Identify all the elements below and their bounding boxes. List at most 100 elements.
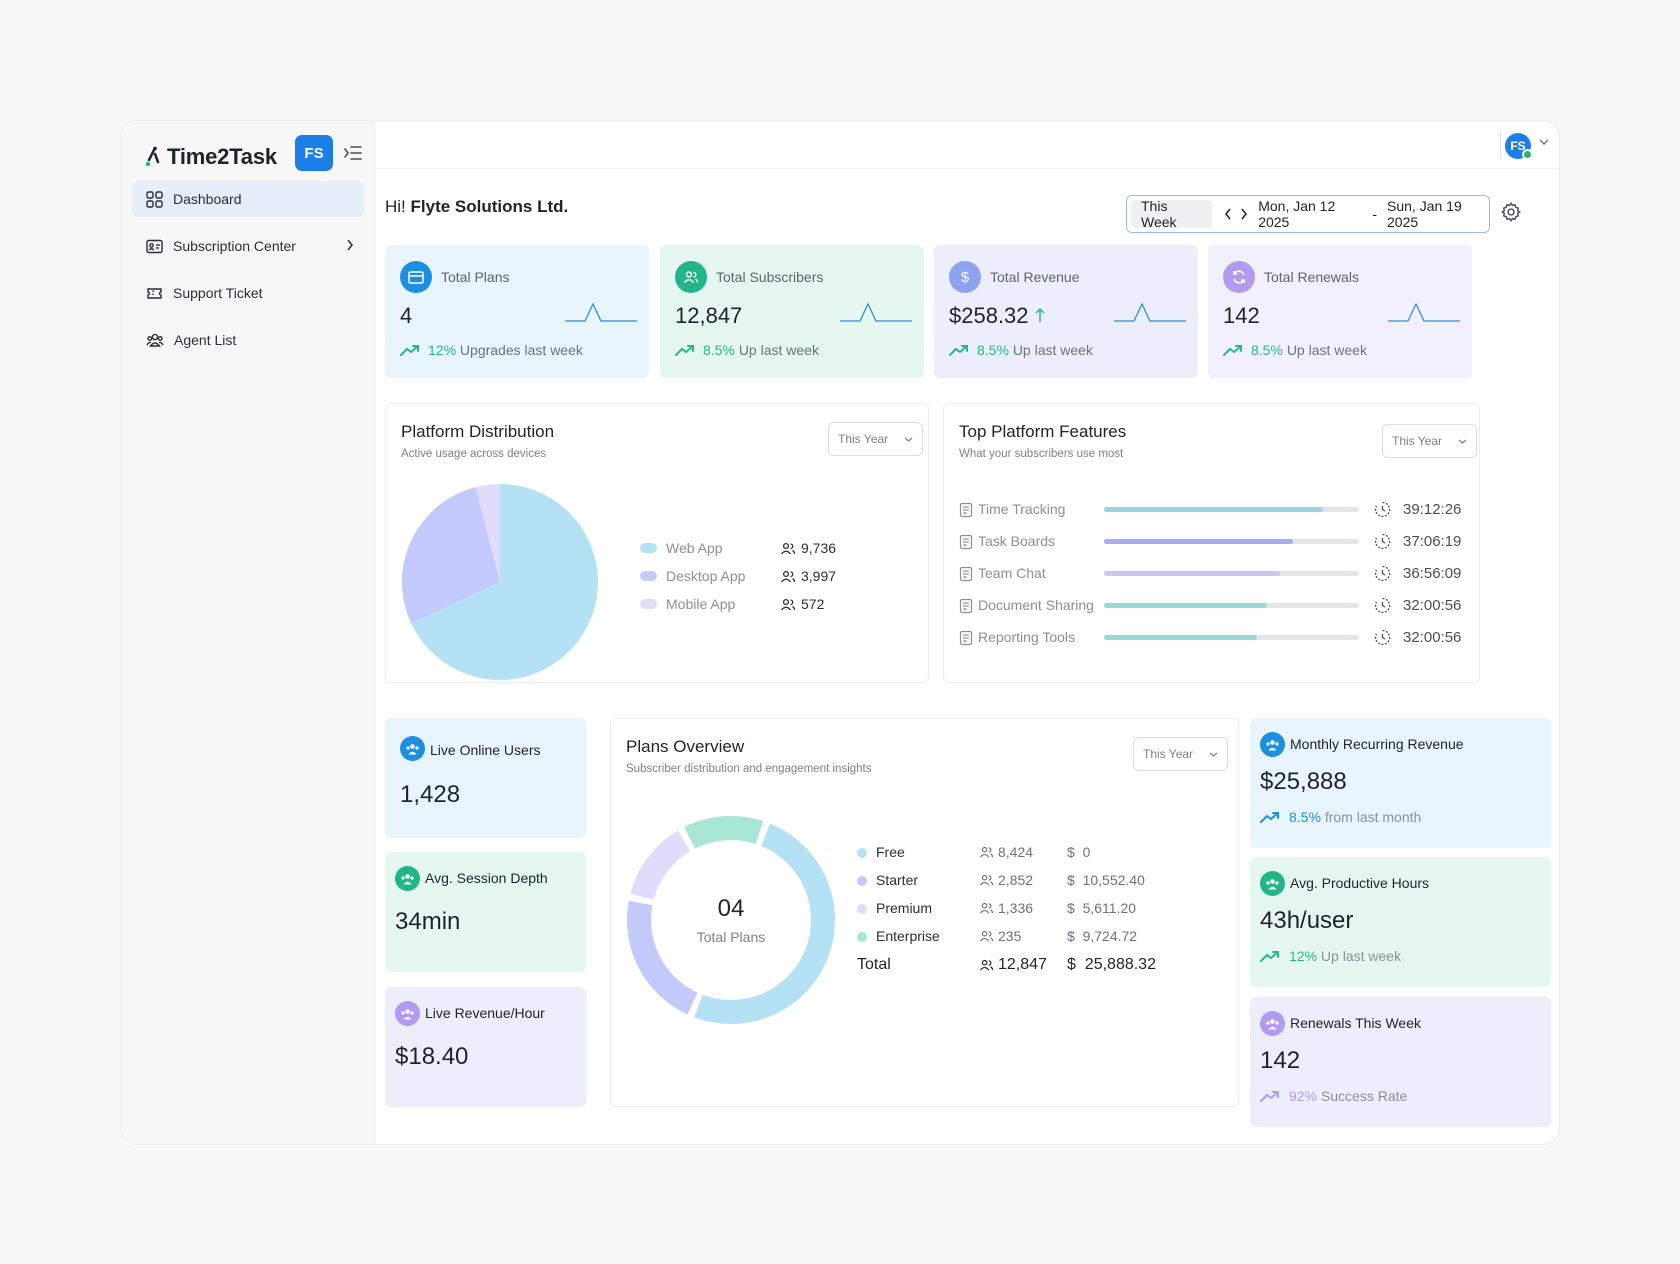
date-range-picker[interactable]: This Week Mon, Jan 12 2025 - Sun, Jan 19… [1126, 195, 1490, 233]
chevron-left-icon[interactable] [1224, 208, 1232, 220]
top-bar: FS [376, 121, 1559, 169]
avatar[interactable]: FS [1505, 133, 1531, 159]
kpi-label: Total Subscribers [716, 269, 824, 285]
brand-logo[interactable]: Time2Task [145, 137, 277, 177]
sidebar-item-support-ticket[interactable]: Support Ticket [132, 275, 364, 311]
clock-icon [1374, 629, 1391, 646]
sidebar-item-label: Dashboard [173, 191, 242, 207]
period-select[interactable]: This Year [1382, 424, 1478, 458]
plans-donut-chart [627, 816, 836, 1025]
kpi-trend-pct: 8.5% [703, 342, 735, 358]
plan-row: Starter 2,852 $ 10,552.40 [857, 871, 1177, 891]
feature-time: 36:56:09 [1403, 565, 1462, 582]
plan-amount-value: 5,611.20 [1082, 900, 1137, 916]
plan-amount-value: 9,724.72 [1082, 928, 1138, 944]
kpi-card-total-renewals[interactable]: Total Renewals 142 8.5% Up last week [1208, 245, 1472, 378]
legend-count-value: 3,997 [801, 568, 837, 584]
kpi-label: Total Revenue [990, 269, 1080, 285]
plan-row: Enterprise 235 $ 9,724.72 [857, 927, 1177, 947]
stat-trend-pct: 8.5% [1289, 809, 1321, 825]
pie-slice-mobile-app [475, 484, 500, 582]
stat-card-avg-productive-hours[interactable]: Avg. Productive Hours 43h/user 12% Up la… [1250, 857, 1551, 987]
sidebar-item-label: Agent List [174, 332, 237, 348]
kpi-card-total-revenue[interactable]: $ Total Revenue $258.32 8.5% Up last wee… [934, 245, 1198, 378]
stat-card-mrr[interactable]: Monthly Recurring Revenue $25,888 8.5% f… [1250, 718, 1551, 848]
chevron-right-icon [347, 239, 353, 251]
sidebar: Time2Task FS Dashboard Subscription Cent… [121, 121, 375, 1144]
trend-up-icon [1260, 951, 1279, 962]
kpi-card-total-plans[interactable]: Total Plans 4 12% Upgrades last week [385, 245, 649, 378]
refresh-icon [1223, 261, 1255, 293]
feature-progress-track [1104, 635, 1359, 640]
feature-time: 37:06:19 [1403, 533, 1462, 550]
sidebar-item-agent-list[interactable]: Agent List [132, 322, 364, 358]
panel-title: Platform Distribution [401, 422, 555, 441]
users-icon [980, 959, 994, 971]
panel-title: Plans Overview [626, 737, 745, 756]
plan-total-count-value: 12,847 [998, 956, 1047, 973]
sidebar-item-subscription-center[interactable]: Subscription Center [132, 228, 364, 264]
grid-icon [146, 190, 163, 208]
legend-count-value: 572 [801, 596, 825, 612]
plan-count-value: 235 [998, 928, 1022, 944]
plan-count: 2,852 [979, 872, 1033, 888]
donut-segment-enterprise [684, 816, 764, 849]
feature-progress-track [1104, 539, 1359, 544]
period-select[interactable]: This Year [1133, 737, 1229, 771]
feature-time: 32:00:56 [1403, 629, 1462, 646]
stat-card-live-revenue-hour[interactable]: Live Revenue/Hour $18.40 [385, 987, 586, 1107]
plan-currency: $ [1067, 928, 1075, 944]
legend-count: 9,736 [780, 540, 836, 556]
trend-up-icon [400, 345, 419, 356]
stat-card-live-online-users[interactable]: Live Online Users 1,428 [385, 718, 586, 838]
select-value: This Year [838, 432, 889, 446]
feature-label: Team Chat [978, 565, 1046, 581]
ticket-icon [147, 287, 162, 299]
period-selector[interactable]: This Week [1131, 198, 1213, 230]
users-icon [980, 846, 994, 858]
feature-progress-track [1104, 603, 1359, 608]
sidebar-item-label: Subscription Center [173, 238, 296, 254]
stat-card-renewals-this-week[interactable]: Renewals This Week 142 92% Success Rate [1250, 997, 1551, 1127]
feature-progress-track [1104, 571, 1359, 576]
legend-count-value: 9,736 [801, 540, 837, 556]
kpi-trend: 8.5% Up last week [949, 342, 1093, 358]
chevron-right-icon[interactable] [1240, 208, 1248, 220]
workspace-badge[interactable]: FS [295, 135, 333, 171]
share-icon [959, 598, 973, 614]
kpi-trend: 8.5% Up last week [675, 342, 819, 358]
chevron-down-icon[interactable] [1539, 139, 1549, 145]
trend-up-icon [1260, 812, 1279, 823]
donut-segment-premium [630, 830, 691, 900]
users-icon [146, 333, 164, 347]
stat-trend-pct: 12% [1289, 948, 1318, 964]
report-icon [959, 630, 973, 646]
gear-icon[interactable] [1500, 201, 1522, 223]
period-select[interactable]: This Year [828, 422, 924, 456]
stat-label: Avg. Productive Hours [1290, 875, 1430, 891]
kpi-trend-text: Upgrades last week [459, 342, 583, 358]
plan-swatch [857, 876, 867, 886]
donut-segment-free [694, 823, 836, 1025]
clock-icon [1374, 501, 1391, 518]
collapse-sidebar-icon[interactable] [341, 141, 365, 165]
kpi-trend-text: Up last week [1012, 342, 1093, 358]
kpi-trend-pct: 8.5% [977, 342, 1009, 358]
kpi-card-total-subscribers[interactable]: Total Subscribers 12,847 8.5% Up last we… [660, 245, 924, 378]
sidebar-item-dashboard[interactable]: Dashboard [132, 181, 364, 217]
stat-label: Live Online Users [430, 742, 541, 758]
arrow-up-icon [1035, 307, 1045, 322]
plan-name: Starter [876, 872, 919, 888]
users-icon [980, 902, 994, 914]
stat-card-avg-session-depth[interactable]: Avg. Session Depth 34min [385, 852, 586, 972]
stat-value: $18.40 [395, 1043, 469, 1070]
stat-label: Live Revenue/Hour [425, 1005, 545, 1021]
feature-progress-fill [1104, 635, 1257, 640]
legend-label: Desktop App [666, 568, 746, 584]
stat-trend-text: Success Rate [1320, 1088, 1408, 1104]
plans-overview-panel: Plans Overview Subscriber distribution a… [610, 718, 1239, 1107]
plan-name: Enterprise [876, 928, 940, 944]
plan-currency: $ [1067, 844, 1075, 860]
select-value: This Year [1143, 747, 1194, 761]
users-group-icon [395, 866, 420, 891]
